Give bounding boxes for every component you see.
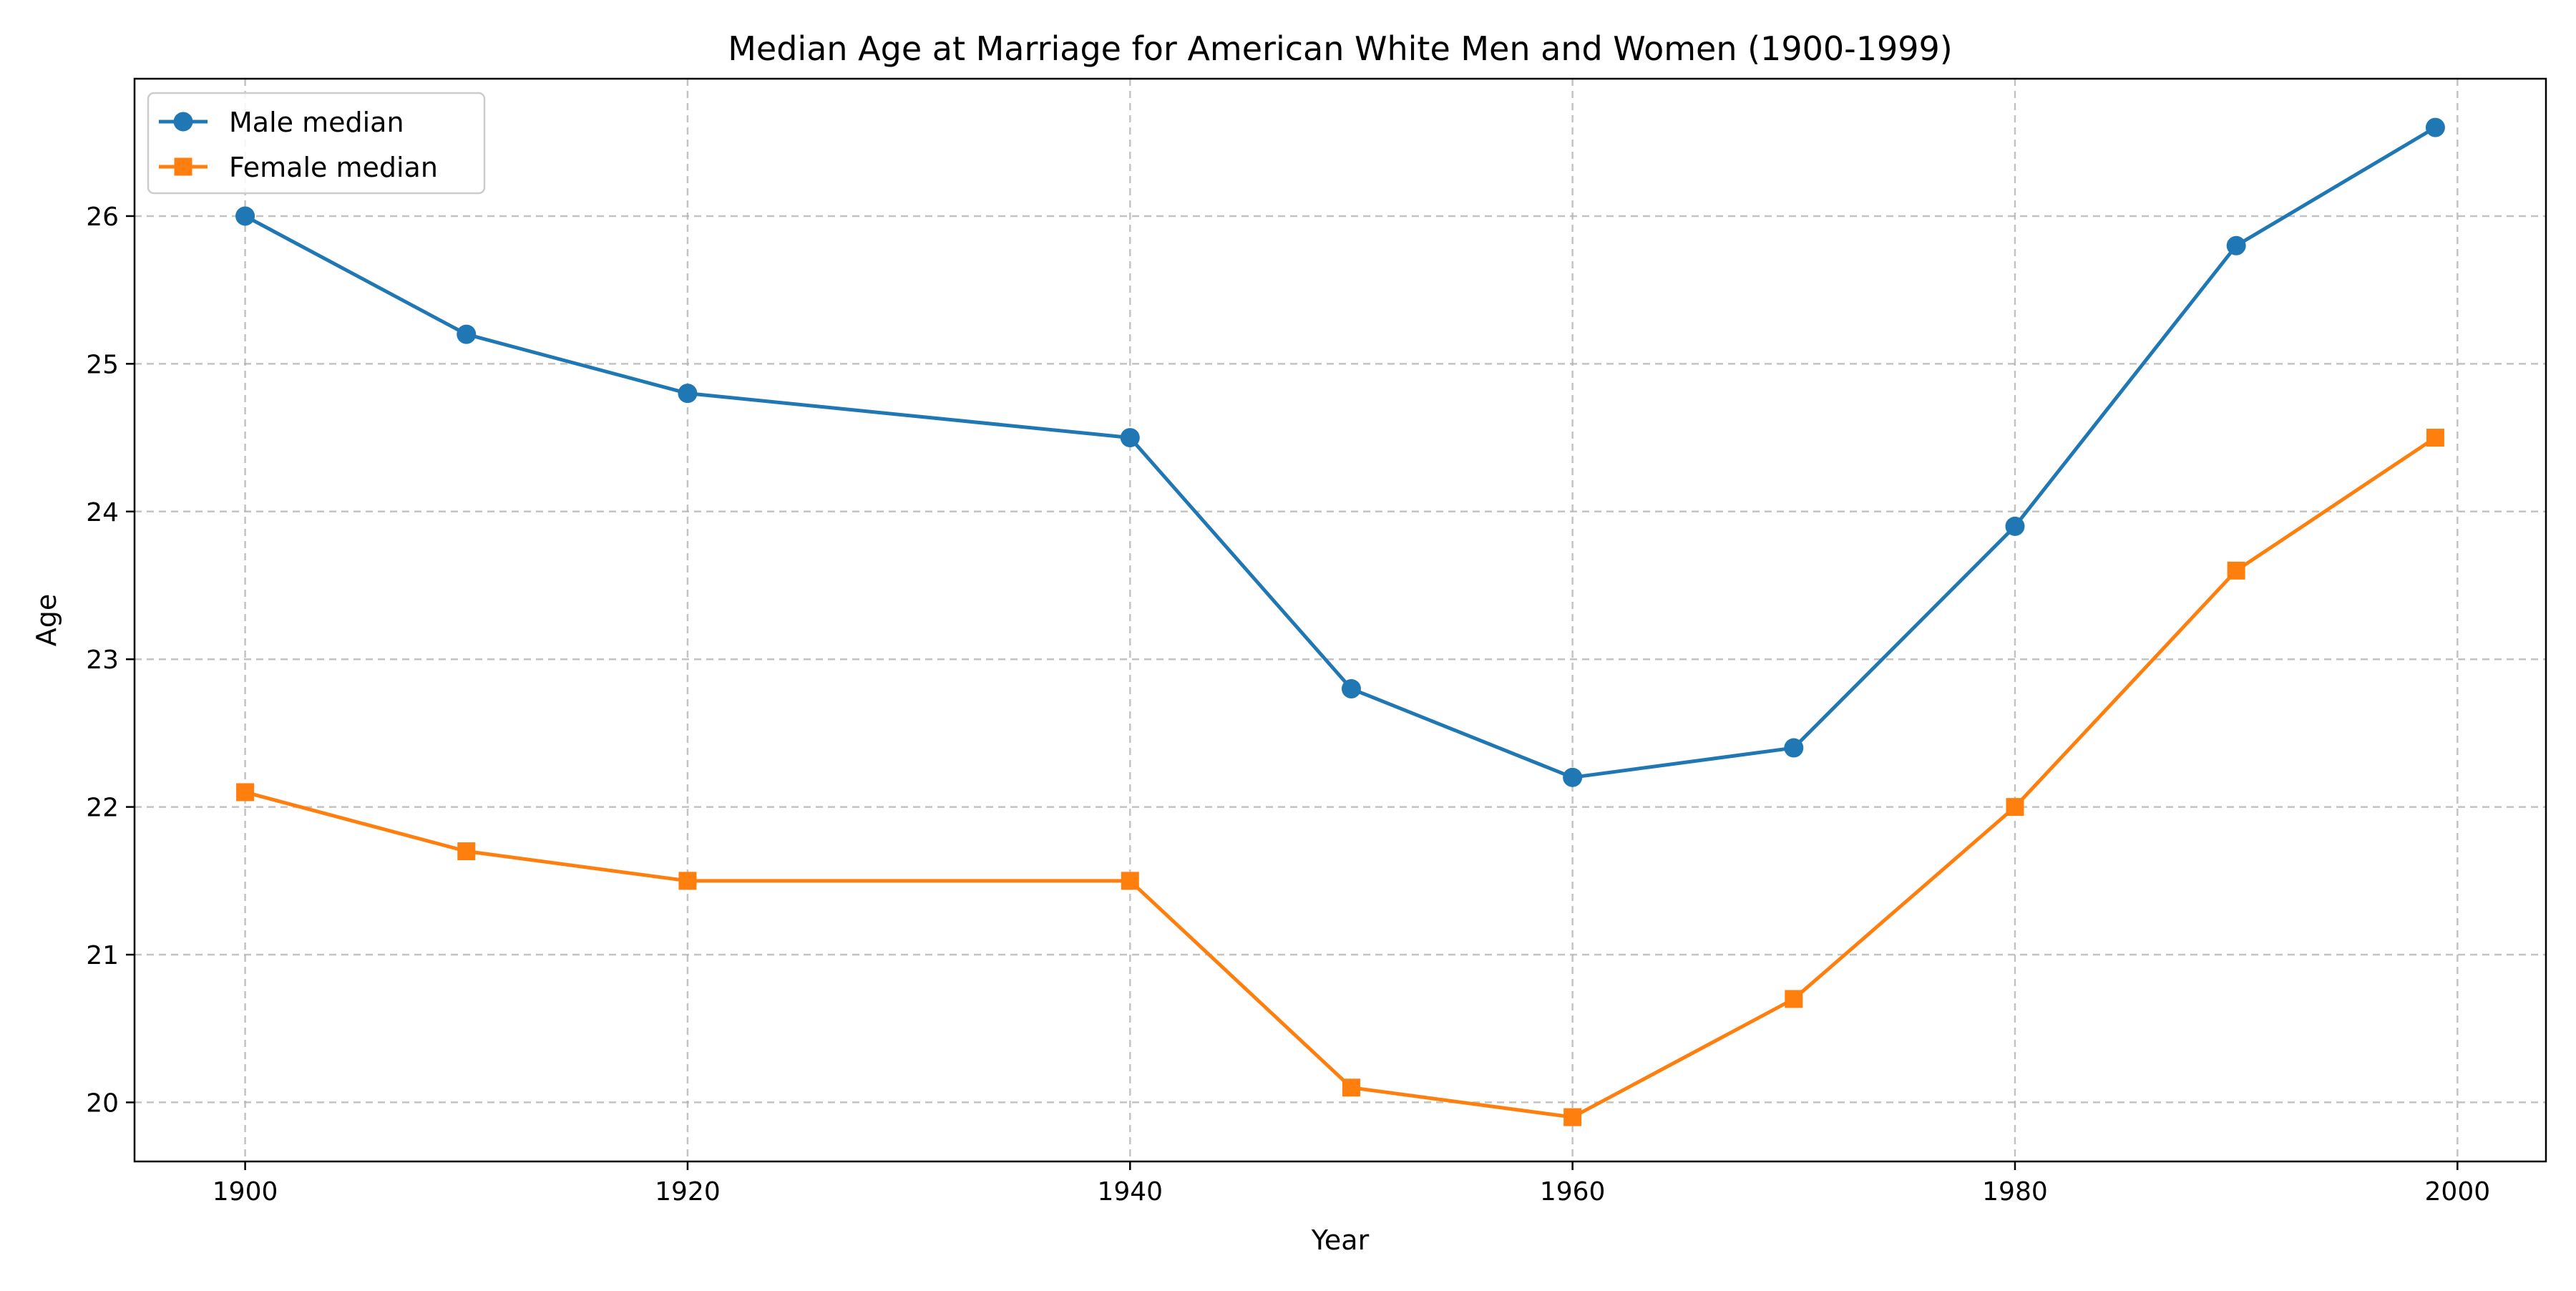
data-point bbox=[236, 783, 255, 802]
series-1 bbox=[235, 117, 2445, 787]
x-tick-label: 2000 bbox=[2425, 1177, 2491, 1207]
series-line bbox=[244, 436, 2436, 1119]
y-tick-label: 20 bbox=[86, 1088, 119, 1118]
data-point bbox=[678, 384, 698, 404]
data-point bbox=[2005, 516, 2025, 536]
legend-marker bbox=[174, 157, 192, 176]
series-2 bbox=[236, 429, 2444, 1126]
legend-marker bbox=[173, 112, 193, 132]
x-tick-label: 1900 bbox=[213, 1177, 278, 1207]
data-point bbox=[2426, 429, 2444, 447]
data-point bbox=[1341, 678, 1361, 698]
x-tick-label: 1940 bbox=[1097, 1177, 1163, 1207]
data-point bbox=[457, 324, 477, 344]
series-line bbox=[244, 125, 2436, 779]
legend-entry: Male median bbox=[159, 107, 404, 138]
x-tick-label: 1980 bbox=[1982, 1177, 2048, 1207]
y-tick-label: 26 bbox=[86, 203, 119, 232]
data-point bbox=[2227, 561, 2245, 580]
data-point bbox=[1785, 990, 1803, 1008]
x-tick-label: 1960 bbox=[1540, 1177, 1606, 1207]
data-point bbox=[678, 872, 697, 890]
data-point bbox=[235, 206, 255, 226]
y-tick-label: 25 bbox=[86, 350, 119, 379]
legend-label: Female median bbox=[229, 152, 438, 183]
series-layer bbox=[235, 117, 2445, 1126]
legend-box bbox=[147, 92, 486, 195]
chart-title: Median Age at Marriage for American Whit… bbox=[728, 29, 1953, 68]
data-point bbox=[1342, 1078, 1360, 1097]
plot-frame bbox=[133, 77, 2547, 1163]
data-point bbox=[1784, 738, 1804, 758]
y-axis-label: Age bbox=[31, 594, 62, 647]
data-point bbox=[2425, 117, 2445, 137]
data-point bbox=[457, 842, 476, 861]
data-point bbox=[1120, 428, 1140, 448]
grid bbox=[135, 79, 2546, 1161]
axis-ticks: 1900 1920 1940 1960 1980 2000 20 21 22 23 24 25 26 bbox=[86, 203, 2490, 1207]
legend-entry: Female median bbox=[159, 152, 438, 183]
x-tick-label: 1920 bbox=[655, 1177, 721, 1207]
y-tick-label: 22 bbox=[86, 794, 119, 823]
data-point bbox=[1121, 872, 1139, 890]
data-point bbox=[1563, 1108, 1582, 1126]
x-axis-label: Year bbox=[1311, 1224, 1370, 1256]
y-tick-label: 24 bbox=[86, 498, 119, 527]
data-point bbox=[2006, 798, 2024, 817]
y-tick-label: 23 bbox=[86, 646, 119, 675]
legend: Male median Female median bbox=[147, 92, 486, 195]
legend-label: Male median bbox=[229, 107, 404, 138]
data-point bbox=[2226, 235, 2246, 255]
y-tick-label: 21 bbox=[86, 941, 119, 970]
data-point bbox=[1563, 767, 1583, 787]
